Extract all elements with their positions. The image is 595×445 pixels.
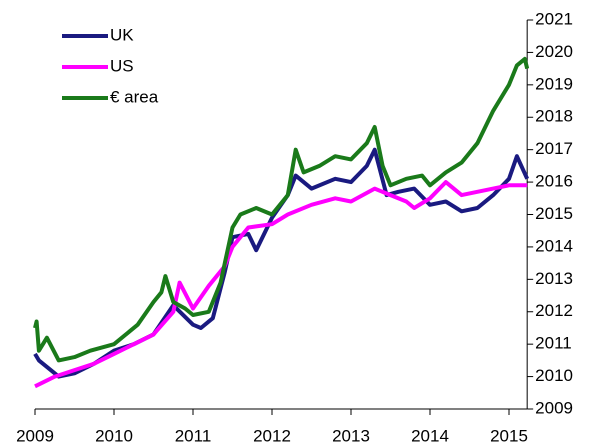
legend-label: € area <box>110 87 159 106</box>
y-tick-label: 2012 <box>535 301 573 320</box>
x-tick-label: 2010 <box>95 426 133 445</box>
x-tick-label: 2011 <box>175 426 212 445</box>
y-tick-label: 2017 <box>535 139 573 158</box>
series-line <box>34 180 528 389</box>
x-tick-label: 2013 <box>332 426 370 445</box>
y-tick-label: 2015 <box>535 204 573 223</box>
y-tick-label: 2009 <box>535 398 573 417</box>
legend-label: US <box>110 56 134 75</box>
series-line <box>33 147 530 379</box>
y-tick-label: 2016 <box>535 172 573 191</box>
x-tick-label: 2014 <box>411 426 449 445</box>
series-line <box>33 56 530 363</box>
x-tick-label: 2015 <box>490 426 528 445</box>
y-tick-label: 2021 <box>535 9 573 28</box>
y-tick-label: 2011 <box>535 334 572 353</box>
legend-label: UK <box>110 25 134 44</box>
y-tick-label: 2020 <box>535 42 573 61</box>
y-tick-label: 2013 <box>535 269 573 288</box>
y-tick-label: 2018 <box>535 107 573 126</box>
x-tick-label: 2012 <box>253 426 291 445</box>
y-tick-label: 2019 <box>535 74 573 93</box>
y-tick-label: 2014 <box>535 236 573 255</box>
x-tick-label: 2009 <box>16 426 54 445</box>
y-tick-label: 2010 <box>535 366 573 385</box>
